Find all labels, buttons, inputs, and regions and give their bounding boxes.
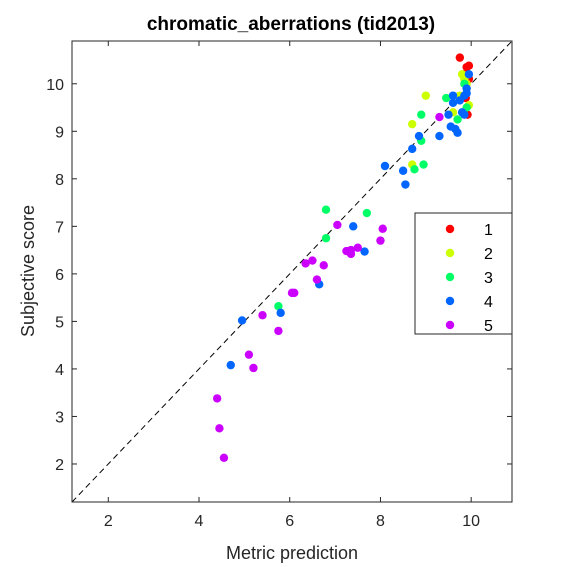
legend-item-1: 1 bbox=[445, 222, 493, 239]
x-tick-label: 4 bbox=[195, 513, 204, 530]
data-point bbox=[301, 259, 310, 268]
data-point bbox=[435, 112, 444, 122]
y-axis-ticks: 2 3 4 5 6 7 8 9 10 bbox=[46, 77, 512, 474]
data-point bbox=[408, 144, 417, 154]
data-point bbox=[464, 61, 474, 70]
y-tick-label: 3 bbox=[55, 409, 64, 426]
data-point bbox=[462, 89, 471, 98]
x-tick-label: 2 bbox=[104, 513, 113, 530]
data-point bbox=[333, 220, 342, 230]
data-point bbox=[249, 363, 258, 373]
y-tick-label: 4 bbox=[55, 362, 64, 379]
data-point bbox=[226, 360, 235, 370]
legend-item-4: 4 bbox=[445, 294, 493, 311]
data-point bbox=[453, 128, 462, 137]
data-point bbox=[414, 131, 424, 141]
data-point bbox=[353, 243, 362, 252]
data-point bbox=[442, 93, 451, 103]
legend-label: 5 bbox=[484, 318, 493, 335]
legend-label: 4 bbox=[484, 294, 493, 311]
legend-marker bbox=[445, 296, 455, 306]
data-point bbox=[308, 256, 317, 265]
x-axis-ticks: 2 4 6 8 10 bbox=[104, 41, 480, 530]
series-4-points bbox=[226, 70, 474, 370]
legend-item-3: 3 bbox=[445, 270, 493, 287]
data-point bbox=[276, 308, 285, 318]
data-point bbox=[244, 350, 254, 359]
legend-marker bbox=[445, 224, 455, 234]
legend-item-2: 2 bbox=[445, 246, 493, 263]
y-axis-label: Subjective score bbox=[18, 205, 38, 337]
y-tick-label: 10 bbox=[46, 77, 64, 94]
y-tick-label: 8 bbox=[55, 172, 64, 189]
data-point bbox=[401, 180, 410, 189]
legend-label: 3 bbox=[484, 270, 493, 287]
data-point bbox=[312, 275, 322, 284]
x-tick-label: 6 bbox=[285, 513, 294, 530]
data-point bbox=[274, 326, 283, 336]
data-point bbox=[274, 301, 283, 311]
x-tick-label: 10 bbox=[462, 513, 480, 530]
y-tick-label: 6 bbox=[55, 267, 64, 284]
data-point bbox=[417, 110, 426, 119]
data-point bbox=[410, 165, 419, 174]
data-point bbox=[421, 91, 431, 100]
data-point bbox=[321, 234, 331, 243]
data-point bbox=[455, 96, 465, 105]
data-point bbox=[398, 166, 408, 175]
data-point bbox=[419, 160, 428, 169]
legend-marker bbox=[445, 248, 455, 258]
data-point bbox=[219, 453, 229, 463]
legend-box bbox=[414, 212, 513, 335]
legend-marker bbox=[445, 320, 455, 330]
data-point bbox=[319, 261, 328, 270]
data-point bbox=[444, 110, 453, 119]
data-point bbox=[321, 205, 331, 214]
x-axis-label: Metric prediction bbox=[226, 543, 358, 563]
legend-label: 1 bbox=[484, 222, 493, 239]
data-point bbox=[460, 110, 469, 119]
data-point bbox=[237, 316, 247, 325]
legend-marker bbox=[445, 272, 455, 282]
y-tick-label: 5 bbox=[55, 314, 64, 331]
chart-title: chromatic_aberrations (tid2013) bbox=[147, 14, 435, 35]
data-point bbox=[290, 288, 299, 298]
legend-item-5: 5 bbox=[445, 318, 493, 335]
y-tick-label: 2 bbox=[55, 457, 64, 474]
data-point bbox=[258, 311, 267, 320]
y-tick-label: 9 bbox=[55, 124, 64, 141]
series-5-points bbox=[212, 112, 444, 463]
legend: 1 2 3 4 5 bbox=[414, 212, 513, 335]
data-point bbox=[455, 53, 465, 62]
data-point bbox=[464, 70, 474, 79]
legend-label: 2 bbox=[484, 246, 493, 263]
data-points bbox=[212, 53, 474, 463]
y-tick-label: 7 bbox=[55, 219, 64, 236]
data-point bbox=[349, 222, 358, 231]
data-point bbox=[360, 247, 369, 256]
data-point bbox=[448, 91, 458, 100]
data-point bbox=[362, 208, 372, 218]
data-point bbox=[453, 115, 462, 124]
data-point bbox=[215, 424, 224, 433]
data-point bbox=[212, 394, 222, 403]
data-point bbox=[376, 236, 385, 245]
data-point bbox=[346, 249, 356, 259]
data-point bbox=[457, 70, 467, 79]
x-tick-label: 8 bbox=[376, 513, 385, 530]
data-point bbox=[378, 224, 387, 233]
data-point bbox=[380, 161, 390, 171]
data-point bbox=[408, 119, 417, 129]
data-point bbox=[435, 131, 444, 141]
data-point bbox=[448, 98, 458, 107]
